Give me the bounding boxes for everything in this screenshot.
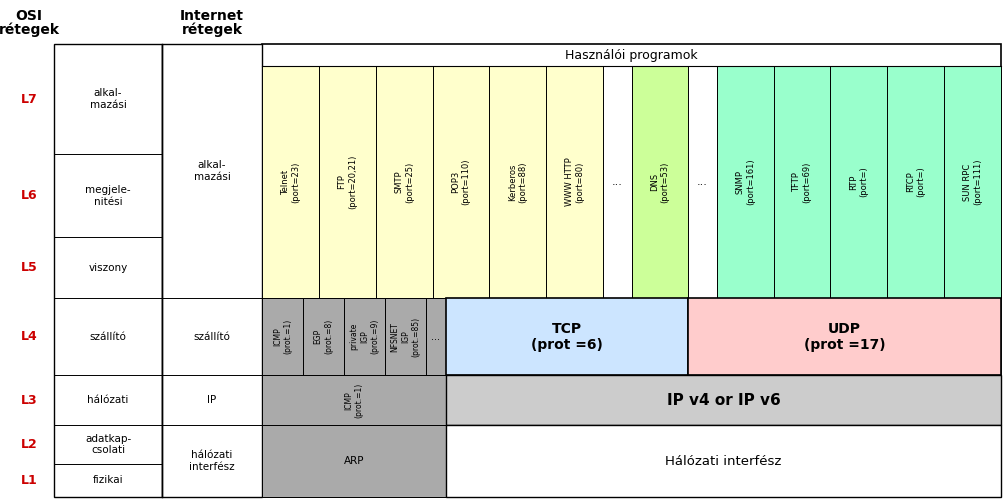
Text: ...: ... xyxy=(431,332,440,342)
Text: SUN RPC
(port=111): SUN RPC (port=111) xyxy=(963,159,982,205)
Text: RTCP
(port=): RTCP (port=) xyxy=(907,167,926,197)
Text: L6: L6 xyxy=(21,189,37,202)
Bar xyxy=(446,375,1001,425)
Bar xyxy=(688,66,717,298)
Text: viszony: viszony xyxy=(88,263,128,273)
Text: FTP
(port=20,21): FTP (port=20,21) xyxy=(338,155,357,209)
Bar xyxy=(446,425,1001,497)
Bar xyxy=(426,298,446,375)
Text: szállító: szállító xyxy=(194,332,230,342)
Text: hálózati
interfész: hálózati interfész xyxy=(189,450,235,472)
Text: fizikai: fizikai xyxy=(92,475,124,485)
Bar xyxy=(774,66,830,298)
Text: RTP
(port=): RTP (port=) xyxy=(849,167,868,197)
Text: Kerberos
(port=88): Kerberos (port=88) xyxy=(509,161,528,203)
Text: EGP
(prot.=8): EGP (prot.=8) xyxy=(314,319,333,354)
Text: SNMP
(port=161): SNMP (port=161) xyxy=(736,159,755,205)
Text: adatkap-
csolati: adatkap- csolati xyxy=(84,434,131,455)
Text: L4: L4 xyxy=(21,330,37,343)
Text: IP: IP xyxy=(207,395,217,405)
Bar xyxy=(688,298,1001,375)
Text: Telnet
(port=23): Telnet (port=23) xyxy=(280,161,300,203)
Text: ...: ... xyxy=(697,177,708,187)
Text: rétegek: rétegek xyxy=(182,23,242,37)
Text: rétegek: rétegek xyxy=(0,23,59,37)
Text: UDP
(prot =17): UDP (prot =17) xyxy=(804,322,885,352)
Text: L7: L7 xyxy=(21,93,37,106)
Bar xyxy=(262,44,1001,497)
Bar xyxy=(262,425,446,497)
Text: alkal-
mazási: alkal- mazási xyxy=(89,89,127,110)
Text: Használói programok: Használói programok xyxy=(565,49,697,62)
Text: WWW HTTP
(port=80): WWW HTTP (port=80) xyxy=(565,158,584,206)
Text: TCP
(prot =6): TCP (prot =6) xyxy=(532,322,603,352)
Text: POP3
(port=110): POP3 (port=110) xyxy=(451,159,470,205)
Text: Hálózati interfész: Hálózati interfész xyxy=(665,454,782,467)
Text: TFTP
(port=69): TFTP (port=69) xyxy=(792,161,812,203)
Bar xyxy=(547,66,603,298)
Bar xyxy=(262,66,319,298)
Bar xyxy=(631,66,688,298)
Bar xyxy=(446,298,688,375)
Bar xyxy=(385,298,426,375)
Bar xyxy=(603,66,631,298)
Text: IP v4 or IP v6: IP v4 or IP v6 xyxy=(666,393,781,408)
Bar xyxy=(262,298,303,375)
Bar xyxy=(303,298,344,375)
Text: L1: L1 xyxy=(21,474,37,487)
Bar xyxy=(262,375,446,425)
Text: NFSNET
IGP
(prot.=85): NFSNET IGP (prot.=85) xyxy=(390,317,420,357)
Bar xyxy=(717,66,774,298)
Bar xyxy=(162,44,262,497)
Text: L3: L3 xyxy=(21,394,37,407)
Bar xyxy=(376,66,432,298)
Text: DNS
(port=53): DNS (port=53) xyxy=(650,161,669,203)
Text: hálózati: hálózati xyxy=(87,395,129,405)
Bar xyxy=(344,298,385,375)
Text: L5: L5 xyxy=(21,261,37,274)
Text: private
IGP
(prot.=9): private IGP (prot.=9) xyxy=(350,319,379,355)
Bar xyxy=(489,66,547,298)
Text: ICMP
(prot.=1): ICMP (prot.=1) xyxy=(272,319,292,354)
Bar xyxy=(830,66,887,298)
Text: Internet: Internet xyxy=(180,9,244,23)
Bar xyxy=(319,66,376,298)
Text: SMTP
(port=25): SMTP (port=25) xyxy=(394,161,414,203)
Text: OSI: OSI xyxy=(15,9,42,23)
Text: szállító: szállító xyxy=(89,332,127,342)
Text: ARP: ARP xyxy=(344,456,365,466)
Text: ...: ... xyxy=(612,177,623,187)
Text: L2: L2 xyxy=(21,438,37,451)
Bar xyxy=(887,66,944,298)
Text: alkal-
mazási: alkal- mazási xyxy=(194,160,230,182)
Text: ICMP
(prot.=1): ICMP (prot.=1) xyxy=(345,383,364,418)
Text: megjele-
nitési: megjele- nitési xyxy=(85,185,131,207)
Bar xyxy=(944,66,1001,298)
Bar xyxy=(432,66,489,298)
Bar xyxy=(54,44,162,497)
